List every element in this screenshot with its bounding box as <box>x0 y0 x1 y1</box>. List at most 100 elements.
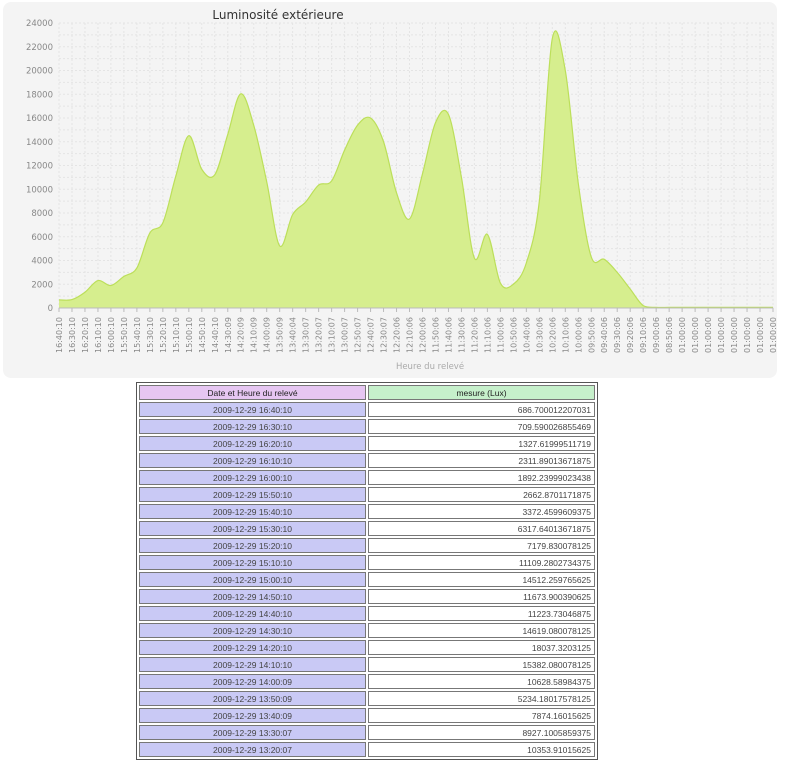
y-tick-label: 0 <box>48 304 53 314</box>
x-tick-label: 15:00:10 <box>185 317 194 353</box>
x-tick-label: 12:40:07 <box>367 317 376 353</box>
table-row: 2009-12-29 13:20:07 10353.91015625 <box>139 742 595 757</box>
cell-datetime: 2009-12-29 13:40:09 <box>139 708 366 723</box>
cell-measure: 1892.23999023438 <box>368 470 595 485</box>
x-tick-label: 10:40:06 <box>522 317 531 353</box>
cell-measure: 7874.16015625 <box>368 708 595 723</box>
table-row: 2009-12-29 15:40:10 3372.4599609375 <box>139 504 595 519</box>
y-tick-label: 2000 <box>31 280 53 290</box>
x-tick-label: 11:00:06 <box>496 317 505 353</box>
x-tick-label: 16:20:10 <box>81 317 90 353</box>
cell-measure: 10353.91015625 <box>368 742 595 757</box>
cell-datetime: 2009-12-29 16:10:10 <box>139 453 366 468</box>
cell-datetime: 2009-12-29 13:50:09 <box>139 691 366 706</box>
x-tick-label: 13:10:07 <box>328 317 337 353</box>
cell-datetime: 2009-12-29 16:20:10 <box>139 436 366 451</box>
x-tick-label: 11:10:06 <box>483 317 492 353</box>
table-row: 2009-12-29 14:30:10 14619.080078125 <box>139 623 595 638</box>
chart-area-series <box>58 30 773 309</box>
x-tick-label: 14:00:09 <box>263 317 272 353</box>
column-header-date: Date et Heure du relevé <box>139 385 366 400</box>
y-tick-label: 24000 <box>26 19 53 29</box>
x-tick-label: 15:40:10 <box>133 317 142 353</box>
cell-datetime: 2009-12-29 14:50:10 <box>139 589 366 604</box>
x-tick-label: 01:00:00 <box>717 317 726 353</box>
table-row: 2009-12-29 15:00:10 14512.259765625 <box>139 572 595 587</box>
x-tick-label: 10:10:06 <box>561 317 570 353</box>
cell-datetime: 2009-12-29 16:30:10 <box>139 419 366 434</box>
luminosity-area-chart: Luminosité extérieure 0 2000 4000 6000 8000 1… <box>26 8 777 372</box>
x-tick-label: 12:00:06 <box>418 317 427 353</box>
y-tick-label: 4000 <box>31 257 53 267</box>
x-tick-label: 11:30:06 <box>457 317 466 353</box>
x-tick-label: 09:50:06 <box>587 317 596 353</box>
measurements-table: Date et Heure du relevé mesure (Lux) 200… <box>136 382 598 760</box>
cell-measure: 18037.3203125 <box>368 640 595 655</box>
table-row: 2009-12-29 14:00:09 10628.58984375 <box>139 674 595 689</box>
cell-datetime: 2009-12-29 14:40:10 <box>139 606 366 621</box>
cell-datetime: 2009-12-29 15:40:10 <box>139 504 366 519</box>
cell-datetime: 2009-12-29 14:00:09 <box>139 674 366 689</box>
column-header-measure: mesure (Lux) <box>368 385 595 400</box>
cell-measure: 15382.080078125 <box>368 657 595 672</box>
x-tick-label: 01:00:00 <box>678 317 687 353</box>
table-row: 2009-12-29 15:20:10 7179.830078125 <box>139 538 595 553</box>
table-row: 2009-12-29 16:10:10 2311.89013671875 <box>139 453 595 468</box>
x-tick-label: 16:30:10 <box>68 317 77 353</box>
cell-measure: 8927.1005859375 <box>368 725 595 740</box>
cell-measure: 7179.830078125 <box>368 538 595 553</box>
y-tick-label: 6000 <box>31 233 53 243</box>
cell-datetime: 2009-12-29 15:50:10 <box>139 487 366 502</box>
table-row: 2009-12-29 16:20:10 1327.61999511719 <box>139 436 595 451</box>
cell-measure: 686.700012207031 <box>368 402 595 417</box>
x-tick-label: 01:00:00 <box>691 317 700 353</box>
x-tick-label: 14:30:09 <box>224 317 233 353</box>
cell-measure: 2662.8701171875 <box>368 487 595 502</box>
cell-datetime: 2009-12-29 15:30:10 <box>139 521 366 536</box>
x-tick-label: 13:20:07 <box>315 317 324 353</box>
x-axis-label: Heure du relevé <box>396 361 464 372</box>
y-tick-label: 20000 <box>26 67 53 77</box>
x-tick-label: 14:50:10 <box>198 317 207 353</box>
chart-title: Luminosité extérieure <box>212 8 343 22</box>
cell-measure: 2311.89013671875 <box>368 453 595 468</box>
x-tick-label: 09:30:06 <box>613 317 622 353</box>
table-row: 2009-12-29 14:20:10 18037.3203125 <box>139 640 595 655</box>
x-tick-label: 14:40:10 <box>211 317 220 353</box>
x-tick-label: 12:10:06 <box>406 317 415 353</box>
x-tick-label: 01:00:00 <box>756 317 765 353</box>
x-tick-label: 15:30:10 <box>146 317 155 353</box>
x-tick-label: 01:00:00 <box>730 317 739 353</box>
x-tick-label: 12:50:07 <box>354 317 363 353</box>
x-tick-label: 12:30:07 <box>380 317 389 353</box>
y-tick-label: 22000 <box>26 43 53 53</box>
table-row: 2009-12-29 16:30:10 709.590026855469 <box>139 419 595 434</box>
x-tick-label: 14:10:09 <box>250 317 259 353</box>
cell-datetime: 2009-12-29 13:30:07 <box>139 725 366 740</box>
x-tick-label: 16:10:10 <box>94 317 103 353</box>
cell-datetime: 2009-12-29 14:30:10 <box>139 623 366 638</box>
x-tick-label: 16:00:10 <box>107 317 116 353</box>
cell-measure: 11673.900390625 <box>368 589 595 604</box>
x-tick-label: 01:00:00 <box>743 317 752 353</box>
y-tick-label: 16000 <box>26 114 53 124</box>
table-row: 2009-12-29 13:50:09 5234.18017578125 <box>139 691 595 706</box>
x-tick-label: 11:20:06 <box>470 317 479 353</box>
x-tick-label: 15:10:10 <box>172 317 181 353</box>
cell-datetime: 2009-12-29 15:20:10 <box>139 538 366 553</box>
y-tick-label: 12000 <box>26 162 53 172</box>
x-tick-label: 08:50:06 <box>665 317 674 353</box>
y-tick-label: 10000 <box>26 185 53 195</box>
x-tick-label: 10:00:06 <box>574 317 583 353</box>
table-row: 2009-12-29 15:50:10 2662.8701171875 <box>139 487 595 502</box>
cell-measure: 10628.58984375 <box>368 674 595 689</box>
x-tick-label: 01:00:00 <box>704 317 713 353</box>
cell-datetime: 2009-12-29 15:10:10 <box>139 555 366 570</box>
cell-measure: 14512.259765625 <box>368 572 595 587</box>
x-tick-label: 10:30:06 <box>535 317 544 353</box>
table-row: 2009-12-29 14:50:10 11673.900390625 <box>139 589 595 604</box>
cell-datetime: 2009-12-29 14:20:10 <box>139 640 366 655</box>
cell-measure: 5234.18017578125 <box>368 691 595 706</box>
x-tick-label: 10:50:06 <box>509 317 518 353</box>
table-row: 2009-12-29 16:00:10 1892.23999023438 <box>139 470 595 485</box>
